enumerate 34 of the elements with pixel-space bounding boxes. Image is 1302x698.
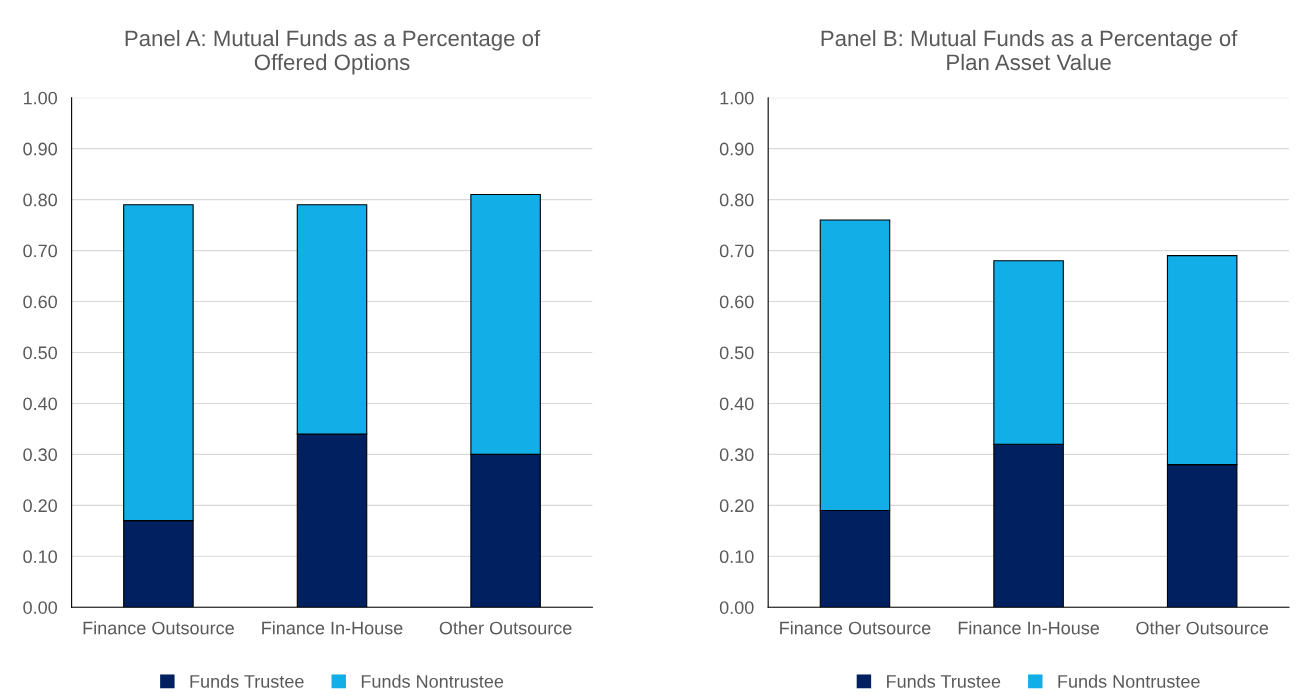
chart-title: Panel A: Mutual Funds as a Percentage of Offered Options xyxy=(125,29,541,75)
chart-title: Panel B: Mutual Funds as a Percentage of Plan Asset Value xyxy=(821,29,1238,71)
x-tick-label: Finance Outsource xyxy=(780,621,931,635)
x-tick-label: Other Outsource xyxy=(439,621,572,635)
y-tick-label: 0.50 xyxy=(719,346,754,360)
y-tick-label: 0.60 xyxy=(719,295,754,309)
y-tick-label: 0.70 xyxy=(23,244,58,258)
legend-label: Funds Nontrustee xyxy=(1058,674,1200,688)
y-tick-label: 1.00 xyxy=(23,91,58,105)
y-tick-label: 0.90 xyxy=(23,142,58,156)
y-tick-label: 0.80 xyxy=(719,193,754,207)
y-tick-label: 0.70 xyxy=(719,244,754,258)
y-tick-label: 0.90 xyxy=(719,142,754,156)
y-tick-label: 0.40 xyxy=(23,397,58,411)
x-tick-label: Other Outsource xyxy=(1136,621,1269,635)
y-tick-label: 0.50 xyxy=(23,346,58,360)
y-tick-label: 1.00 xyxy=(720,91,754,105)
y-tick-label: 0.20 xyxy=(719,499,754,513)
y-tick-label: 0.80 xyxy=(23,193,58,207)
y-tick-label: 0.60 xyxy=(23,295,58,309)
y-tick-label: 0.40 xyxy=(719,397,754,411)
x-tick-label: Finance In-House xyxy=(958,621,1100,635)
y-tick-label: 0.00 xyxy=(719,601,754,614)
legend-label: Funds Nontrustee xyxy=(361,674,504,688)
y-tick-label: 0.10 xyxy=(23,550,58,564)
x-tick-label: Finance Outsource xyxy=(83,621,234,635)
y-tick-label: 0.20 xyxy=(23,499,58,513)
legend-label: Funds Trustee xyxy=(887,674,1001,688)
y-tick-label: 0.30 xyxy=(719,448,754,462)
y-tick-label: 0.00 xyxy=(23,601,58,614)
y-tick-label: 0.10 xyxy=(719,550,754,564)
y-tick-label: 0.30 xyxy=(23,448,58,462)
x-tick-label: Finance In-House xyxy=(262,621,403,635)
legend-label: Funds Trustee xyxy=(190,674,304,688)
